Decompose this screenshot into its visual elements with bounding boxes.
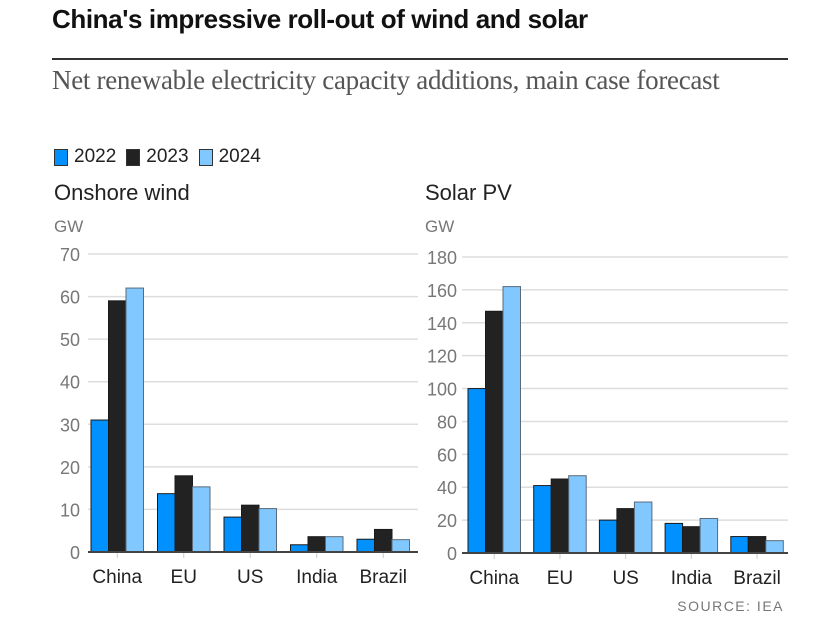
- y-tick-label-wind: 0: [70, 543, 80, 563]
- legend-label: 2024: [218, 146, 261, 167]
- x-tick-label-wind: Brazil: [359, 567, 407, 588]
- bar-wind-us-2022: [223, 516, 242, 553]
- unit-label-solar: GW: [425, 217, 455, 236]
- legend-item-2023: 2023: [126, 146, 189, 168]
- y-tick-label-wind: 40: [60, 373, 80, 393]
- x-tick-label-solar: Brazil: [733, 568, 781, 589]
- bar-wind-india-2024: [325, 536, 344, 553]
- legend-label: 2022: [74, 146, 117, 167]
- bar-wind-india-2023: [307, 536, 326, 553]
- legend: 2022 2023 2024: [54, 146, 261, 168]
- bar-solar-eu-2023: [550, 478, 570, 554]
- bar-solar-india-2023: [682, 526, 701, 554]
- bar-solar-brazil-2023: [747, 536, 767, 554]
- bar-solar-brazil-2024: [765, 540, 784, 554]
- legend-label: 2023: [146, 146, 189, 167]
- y-tick-label-wind: 10: [60, 500, 80, 520]
- title-divider: [52, 58, 788, 60]
- x-tick-label-wind: China: [92, 567, 142, 588]
- bar-solar-eu-2024: [568, 475, 587, 554]
- x-tick-label-wind: US: [237, 567, 263, 588]
- y-tick-label-wind: 20: [60, 458, 80, 478]
- y-tick-label-wind: 30: [60, 415, 80, 435]
- bar-wind-us-2023: [241, 504, 260, 553]
- bar-solar-us-2024: [633, 501, 653, 554]
- bar-solar-china-2022: [467, 388, 486, 554]
- bar-wind-eu-2024: [192, 486, 211, 553]
- chart-subtitle: Net renewable electricity capacity addit…: [52, 65, 720, 95]
- legend-item-2024: 2024: [198, 146, 261, 168]
- y-tick-label-solar: 100: [427, 380, 457, 400]
- bar-solar-china-2023: [485, 310, 504, 554]
- bar-solar-india-2022: [664, 522, 684, 554]
- x-tick-label-wind: India: [296, 567, 338, 588]
- x-tick-label-solar: India: [671, 568, 713, 589]
- panel-title-solar: Solar PV: [425, 180, 512, 205]
- y-tick-label-solar: 180: [427, 248, 457, 268]
- y-tick-label-solar: 140: [427, 314, 457, 334]
- x-tick-label-solar: US: [612, 568, 638, 589]
- y-tick-label-solar: 120: [427, 347, 457, 367]
- legend-item-2022: 2022: [54, 146, 116, 168]
- bar-wind-india-2022: [290, 544, 309, 553]
- bar-solar-china-2024: [502, 286, 521, 554]
- bar-wind-brazil-2024: [391, 539, 410, 553]
- legend-swatch-2024: [198, 148, 213, 166]
- bar-wind-eu-2023: [174, 475, 193, 553]
- source-note: SOURCE: IEA: [677, 598, 784, 614]
- y-tick-label-solar: 0: [447, 544, 457, 564]
- bar-solar-us-2022: [598, 519, 618, 554]
- bar-wind-china-2023: [108, 300, 127, 553]
- bar-wind-brazil-2023: [374, 528, 393, 553]
- y-tick-label-wind: 60: [60, 288, 80, 308]
- x-tick-label-solar: China: [469, 568, 519, 589]
- chart-title: China's impressive roll-out of wind and …: [52, 4, 588, 34]
- panel-title-wind: Onshore wind: [54, 180, 190, 205]
- unit-label-wind: GW: [54, 217, 84, 236]
- bar-solar-india-2024: [699, 517, 719, 554]
- legend-swatch-2022: [54, 148, 68, 166]
- y-tick-label-wind: 70: [60, 245, 80, 265]
- bar-wind-eu-2022: [157, 493, 176, 553]
- bar-solar-us-2023: [616, 508, 635, 554]
- legend-swatch-2023: [126, 148, 141, 166]
- bar-solar-brazil-2022: [730, 536, 749, 554]
- y-tick-label-solar: 160: [427, 281, 457, 301]
- y-tick-label-wind: 50: [60, 330, 80, 350]
- x-tick-label-solar: EU: [547, 568, 573, 589]
- x-tick-label-wind: EU: [171, 567, 197, 588]
- y-tick-label-solar: 60: [437, 445, 457, 465]
- bar-wind-us-2024: [258, 508, 277, 553]
- y-tick-label-solar: 80: [437, 412, 457, 432]
- bar-wind-china-2024: [125, 287, 144, 553]
- y-tick-label-solar: 40: [437, 478, 457, 498]
- bar-wind-brazil-2022: [356, 538, 375, 553]
- bar-wind-china-2022: [90, 419, 109, 553]
- bar-solar-eu-2022: [533, 485, 552, 554]
- y-tick-label-solar: 20: [437, 511, 457, 531]
